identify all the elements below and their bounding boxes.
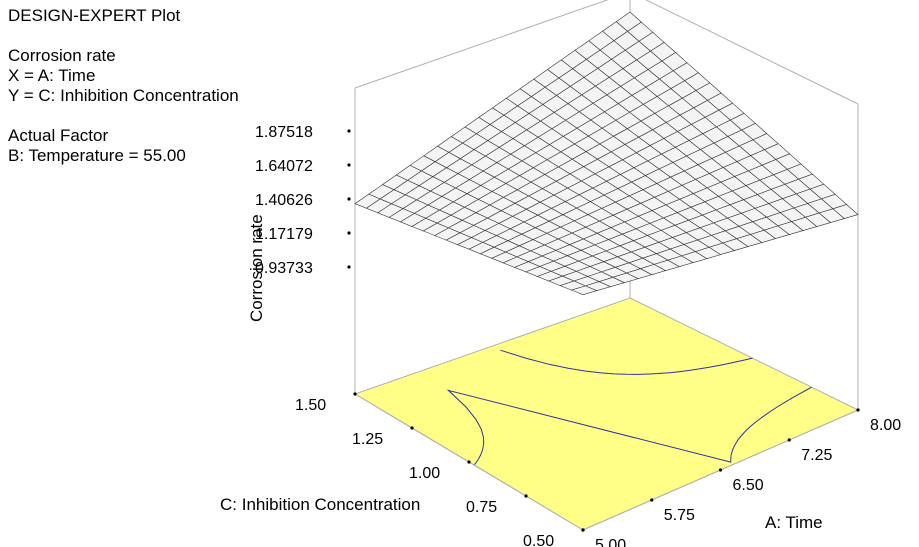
contour-floor [353,297,860,531]
z-axis-title: Corrosion rate [247,214,266,322]
y-tick-mark [410,426,414,430]
y-axis-title: C: Inhibition Concentration [220,495,420,514]
actual-factor-title: Actual Factor [8,126,109,145]
y-tick-mark [353,392,357,396]
response-name: Corrosion rate [8,46,116,65]
contour-line [446,386,812,466]
z-tick-mark [347,265,351,269]
surface-cell [570,285,598,296]
x-tick-mark [856,408,860,412]
x-tick-label: 8.00 [870,417,901,434]
y-tick-mark [581,528,585,532]
response-surface [354,11,859,296]
contour-line [500,349,753,375]
axis-ticks: 5.00 5.75 6.50 7.25 8.00 0.50 0.75 1.00 1.25 1.50… [255,124,901,547]
y-tick-label: 1.50 [295,397,326,414]
y-tick-mark [467,460,471,464]
z-tick-label: 0.93733 [255,260,313,277]
z-tick-label: 1.17179 [255,226,313,243]
y-tick-label: 0.75 [466,499,497,516]
software-title: DESIGN-EXPERT Plot [8,6,181,25]
y-tick-mark [524,494,528,498]
z-tick-label: 1.40626 [255,192,313,209]
actual-factor-value: B: Temperature = 55.00 [8,146,186,165]
x-tick-label: 5.00 [595,537,626,547]
x-factor-label: X = A: Time [8,66,96,85]
x-tick-mark [650,498,654,502]
box-edge-top-left [354,0,609,89]
y-tick-label: 1.00 [409,465,440,482]
z-tick-mark [347,129,351,133]
x-tick-mark [787,438,791,442]
z-tick-mark [347,163,351,167]
z-tick-mark [347,231,351,235]
y-tick-label: 0.50 [523,533,554,547]
x-tick-label: 6.50 [733,477,764,494]
x-tick-label: 7.25 [801,447,832,464]
plot-info-panel: DESIGN-EXPERT Plot Corrosion rate X = A:… [8,6,239,166]
x-tick-label: 5.75 [664,507,695,524]
z-tick-label: 1.64072 [255,158,313,175]
x-tick-mark [718,468,723,472]
x-axis-title: A: Time [765,513,823,532]
y-tick-label: 1.25 [352,431,383,448]
y-factor-label: Y = C: Inhibition Concentration [8,86,239,105]
floor-plane [353,297,860,531]
box-edge-top-right [645,0,859,105]
z-tick-mark [347,197,351,201]
z-tick-label: 1.87518 [255,124,313,141]
